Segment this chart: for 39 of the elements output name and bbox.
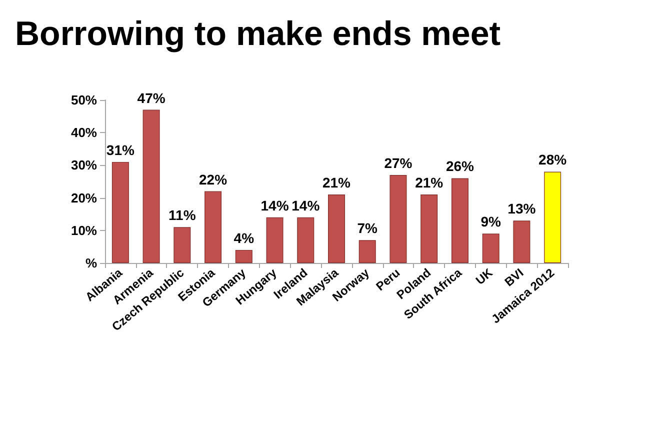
y-tick-label: 20% <box>70 190 98 206</box>
data-label: 7% <box>357 220 378 236</box>
data-label: 47% <box>137 90 166 106</box>
y-tick-label: % <box>85 256 98 270</box>
data-label: 31% <box>106 142 135 158</box>
bar <box>112 162 129 263</box>
x-tick-label: BVI <box>502 266 526 290</box>
data-label: 21% <box>415 174 444 191</box>
bar <box>235 250 252 263</box>
x-tick-label: UK <box>473 265 496 288</box>
y-tick-label: 10% <box>70 222 98 238</box>
data-label: 11% <box>168 207 196 224</box>
data-label: 27% <box>384 154 413 171</box>
data-label: 14% <box>292 197 320 214</box>
bar <box>513 220 530 263</box>
bar <box>297 217 314 263</box>
bar <box>482 234 500 263</box>
bar <box>358 240 376 263</box>
bar <box>420 194 438 263</box>
bar <box>142 110 160 263</box>
y-tick-label: 40% <box>70 125 98 140</box>
data-label: 28% <box>538 152 568 168</box>
data-label: 14% <box>260 197 290 214</box>
data-label: 26% <box>446 158 475 174</box>
data-label: 9% <box>480 214 502 230</box>
bar <box>451 178 468 263</box>
data-label: 13% <box>508 200 536 217</box>
data-label: 22% <box>199 171 228 188</box>
data-label: 21% <box>322 174 352 191</box>
bar <box>328 194 345 263</box>
y-tick-label: 30% <box>70 158 98 173</box>
chart-title: Borrowing to make ends meet <box>15 15 501 53</box>
y-tick-label: 50% <box>70 92 98 108</box>
bar <box>390 174 407 263</box>
data-label: 4% <box>234 230 255 246</box>
bar <box>266 217 284 263</box>
bar <box>204 191 222 263</box>
bar <box>174 227 191 263</box>
bar <box>544 172 562 263</box>
